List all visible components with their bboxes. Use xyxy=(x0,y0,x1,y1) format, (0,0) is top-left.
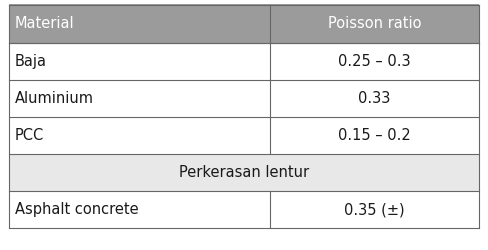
Bar xyxy=(9,117,479,154)
Text: Asphalt concrete: Asphalt concrete xyxy=(15,202,138,217)
Text: Perkerasan lentur: Perkerasan lentur xyxy=(179,165,309,180)
Text: Baja: Baja xyxy=(15,54,47,69)
Bar xyxy=(9,80,479,117)
Text: 0.33: 0.33 xyxy=(358,91,391,106)
Text: 0.35 (±): 0.35 (±) xyxy=(344,202,405,217)
Text: Poisson ratio: Poisson ratio xyxy=(328,16,421,31)
Text: Material: Material xyxy=(15,16,74,31)
Bar xyxy=(9,43,479,80)
Text: 0.15 – 0.2: 0.15 – 0.2 xyxy=(338,128,411,143)
Text: Aluminium: Aluminium xyxy=(15,91,94,106)
Bar xyxy=(9,154,479,191)
Text: PCC: PCC xyxy=(15,128,44,143)
Bar xyxy=(9,191,479,228)
Bar xyxy=(9,4,479,43)
Text: 0.25 – 0.3: 0.25 – 0.3 xyxy=(338,54,411,69)
